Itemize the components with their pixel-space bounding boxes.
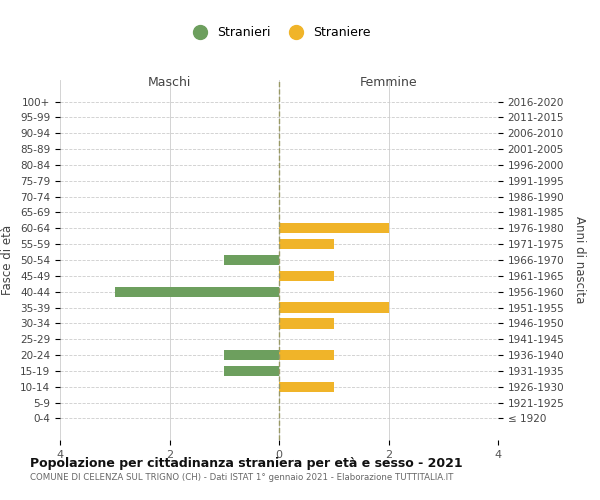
Legend: Stranieri, Straniere: Stranieri, Straniere [182, 22, 376, 44]
Bar [279, 382, 334, 392]
Bar [279, 239, 334, 250]
Y-axis label: Anni di nascita: Anni di nascita [573, 216, 586, 304]
Bar [279, 223, 389, 234]
Bar [279, 302, 389, 312]
Y-axis label: Fasce di età: Fasce di età [1, 225, 14, 295]
Bar [279, 350, 334, 360]
Text: Maschi: Maschi [148, 76, 191, 89]
Bar [279, 318, 334, 328]
Bar [224, 350, 279, 360]
Text: COMUNE DI CELENZA SUL TRIGNO (CH) - Dati ISTAT 1° gennaio 2021 - Elaborazione TU: COMUNE DI CELENZA SUL TRIGNO (CH) - Dati… [30, 472, 454, 482]
Text: Popolazione per cittadinanza straniera per età e sesso - 2021: Popolazione per cittadinanza straniera p… [30, 458, 463, 470]
Bar [224, 366, 279, 376]
Bar [279, 270, 334, 281]
Bar [115, 286, 279, 297]
Text: Femmine: Femmine [359, 76, 418, 89]
Bar [224, 255, 279, 265]
